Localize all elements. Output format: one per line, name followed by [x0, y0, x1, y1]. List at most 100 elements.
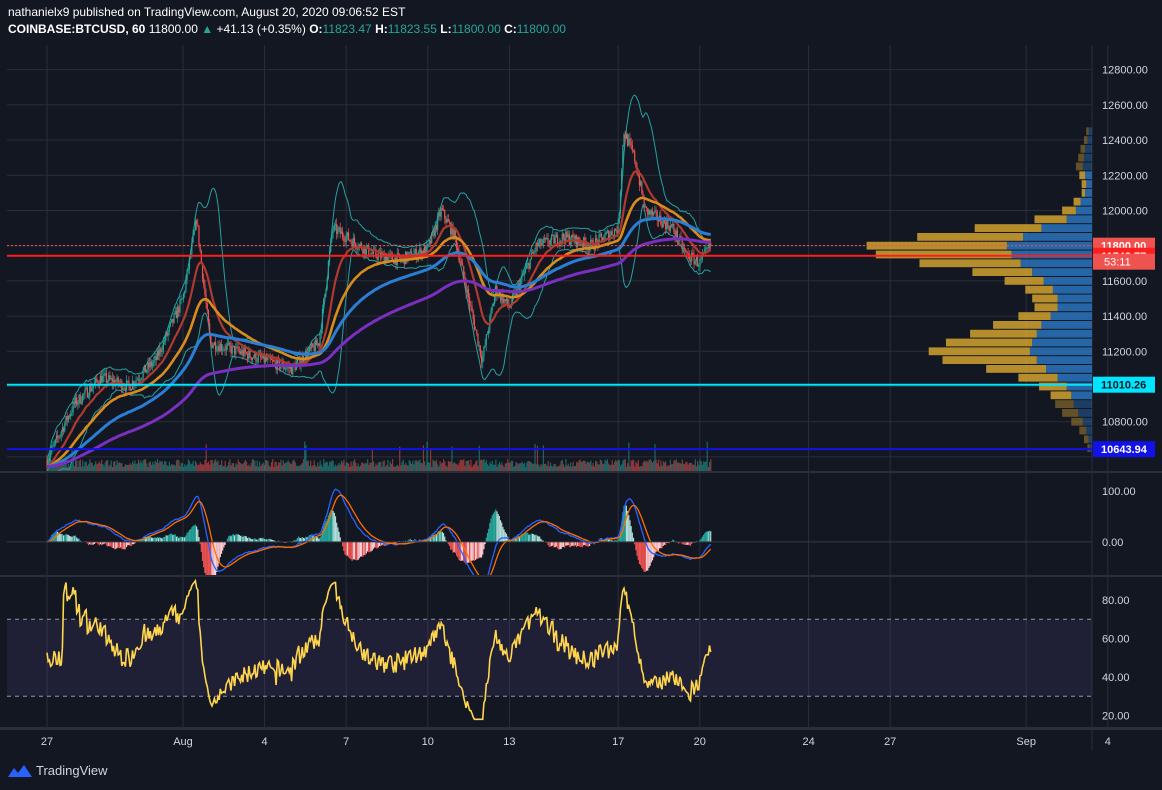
candle-body	[149, 361, 151, 368]
volume-bar	[578, 460, 580, 471]
vp-bar-orange	[993, 320, 1042, 329]
volume-bar	[566, 465, 568, 471]
volume-bar	[263, 465, 265, 471]
macd-hist-bar	[171, 533, 173, 542]
vp-bar-blue	[1006, 241, 1092, 250]
candle-body	[689, 259, 692, 262]
volume-bar	[485, 460, 487, 471]
vp-bar-orange	[1086, 127, 1089, 136]
candle-body	[657, 220, 660, 222]
macd-hist-bar	[163, 536, 166, 542]
candle-body	[531, 252, 534, 254]
volume-bar	[71, 443, 73, 471]
candle-body	[442, 209, 445, 211]
volume-bar	[165, 461, 167, 471]
candle-body	[288, 366, 290, 369]
volume-bar	[186, 464, 188, 471]
macd-hist-bar	[122, 541, 124, 550]
volume-bar	[557, 466, 559, 471]
macd-hist-bar	[666, 541, 668, 543]
macd-hist-bar	[211, 541, 213, 575]
volume-bar	[159, 460, 161, 471]
volume-bar	[150, 464, 153, 471]
volume-bar	[93, 464, 96, 471]
volume-bar	[192, 460, 194, 471]
volume-bar	[224, 461, 226, 471]
candle-body	[58, 437, 60, 439]
candle-body	[537, 243, 540, 247]
volume-bar	[228, 462, 230, 471]
volume-bar	[674, 460, 676, 471]
vp-bar-orange	[970, 329, 1037, 338]
candle-body	[165, 333, 167, 342]
macd-hist-bar	[161, 538, 163, 542]
macd-hist-bar	[224, 541, 226, 545]
candle-body	[546, 237, 548, 239]
volume-bar	[646, 460, 648, 471]
candle-body	[141, 377, 143, 380]
macd-hist-bar	[361, 541, 363, 557]
open-label: O:	[309, 22, 323, 36]
volume-bar	[301, 462, 303, 471]
volume-bar	[76, 460, 78, 471]
volume-bar	[266, 460, 268, 471]
volume-bar	[698, 464, 700, 471]
tradingview-brand[interactable]: TradingView	[8, 763, 108, 778]
volume-bar	[579, 459, 581, 471]
macd-hist-bar	[309, 535, 312, 542]
macd-hist-bar	[581, 541, 584, 548]
candle-body	[128, 380, 130, 385]
volume-bar	[340, 460, 343, 471]
volume-bar	[298, 466, 300, 471]
volume-bar	[622, 460, 624, 471]
volume-bar	[345, 462, 347, 471]
candle-body	[125, 380, 128, 391]
volume-bar	[708, 462, 711, 471]
candle-body	[122, 388, 124, 391]
candle-body	[250, 357, 252, 361]
candle-body	[144, 365, 147, 373]
candle-body	[216, 350, 218, 352]
macd-hist-bar	[90, 541, 92, 545]
macd-hist-bar	[477, 541, 479, 560]
volume-bar	[667, 465, 669, 471]
price-axis-label: 11200.00	[1102, 346, 1147, 358]
vp-bar-orange	[1025, 285, 1053, 294]
candle-body	[610, 231, 612, 235]
vp-bar-blue	[1066, 215, 1092, 224]
time-axis-label: 27	[884, 736, 896, 748]
price-axis-label: 10800.00	[1102, 417, 1148, 429]
candle-body	[85, 387, 87, 389]
macd-hist-bar	[710, 531, 712, 542]
volume-bar	[234, 466, 236, 471]
vp-bar-blue	[1075, 206, 1092, 215]
candle-body	[577, 237, 579, 247]
macd-hist-bar	[228, 536, 230, 542]
vp-bar-blue	[1057, 294, 1092, 303]
time-axis-label: Sep	[1016, 736, 1036, 748]
volume-bar	[343, 459, 345, 471]
macd-hist-bar	[57, 531, 59, 542]
candle-body	[59, 435, 61, 438]
candle-body	[299, 356, 301, 367]
vp-bar-blue	[1052, 285, 1092, 294]
volume-bar	[431, 466, 433, 471]
macd-hist-bar	[528, 534, 530, 542]
candle-body	[199, 244, 201, 251]
macd-hist-bar	[643, 541, 645, 572]
tradingview-logo-icon	[8, 764, 32, 777]
volume-bar	[437, 464, 439, 471]
macd-hist-bar	[408, 539, 410, 542]
volume-bar	[591, 465, 593, 471]
candle-body	[225, 345, 227, 351]
candle-body	[385, 256, 388, 262]
macd-hist-bar	[622, 512, 624, 542]
time-axis-top	[0, 728, 1162, 730]
candle-body	[68, 415, 71, 417]
volume-bar	[529, 461, 531, 471]
candle-body	[687, 252, 689, 254]
macd-hist-bar	[169, 533, 172, 542]
macd-hist-bar	[70, 536, 72, 542]
macd-hist-bar	[223, 541, 225, 548]
